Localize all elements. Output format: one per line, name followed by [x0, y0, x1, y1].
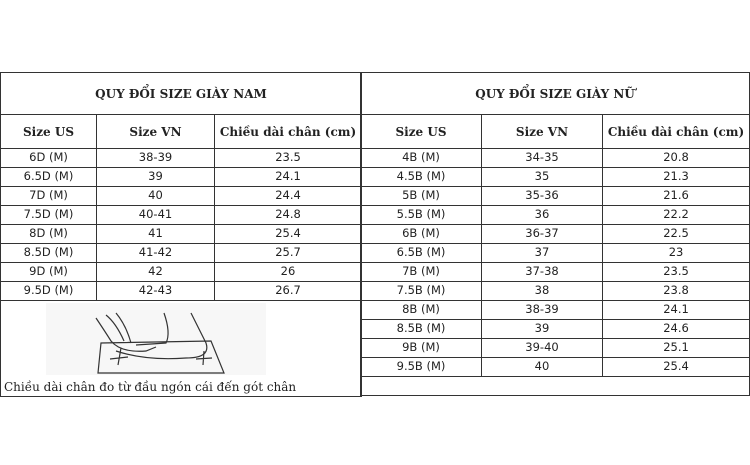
- table-row: 6.5D (M) 39 24.1: [0, 167, 362, 187]
- table-cell: 24.1: [214, 167, 362, 187]
- table-cell: 37: [481, 243, 603, 263]
- foot-measuring-illustration: [46, 303, 266, 375]
- table-cell: 41-42: [96, 243, 215, 263]
- table-cell: 36: [481, 205, 603, 225]
- table-row: 9.5D (M) 42-43 26.7: [0, 281, 362, 301]
- table-cell: 25.7: [214, 243, 362, 263]
- table-cell: 40: [96, 186, 215, 206]
- column-header: Chiều dài chân (cm): [601, 114, 750, 149]
- measurement-note: Chiều dài chân đo từ đầu ngón cái đến gó…: [0, 300, 362, 397]
- table-row: 4B (M) 34-35 20.8: [360, 148, 750, 168]
- table-cell: 9.5B (M): [360, 357, 482, 377]
- table-cell: 39-40: [481, 338, 603, 358]
- table-row: 9B (M) 39-40 25.1: [360, 338, 750, 358]
- table-cell: 40: [481, 357, 603, 377]
- table-row: 9.5B (M) 40 25.4: [360, 357, 750, 377]
- table-cell: 39: [96, 167, 215, 187]
- table-cell: 23.5: [601, 262, 750, 282]
- table-cell: 5.5B (M): [360, 205, 482, 225]
- table-cell: 37-38: [481, 262, 603, 282]
- column-header: Size VN: [481, 114, 603, 149]
- table-cell: 22.2: [601, 205, 750, 225]
- table-cell: 6.5D (M): [0, 167, 97, 187]
- table-cell: 36-37: [481, 224, 603, 244]
- table-cell: 26: [214, 262, 362, 282]
- table-cell: 9.5D (M): [0, 281, 97, 301]
- column-header: Size US: [360, 114, 482, 149]
- table-row: 9D (M) 42 26: [0, 262, 362, 282]
- table-cell: 6D (M): [0, 148, 97, 168]
- table-cell: 23.8: [601, 281, 750, 301]
- table-cell: 25.1: [601, 338, 750, 358]
- table-cell: 8B (M): [360, 300, 482, 320]
- table-cell: 22.5: [601, 224, 750, 244]
- table-row: 4.5B (M) 35 21.3: [360, 167, 750, 187]
- women-table-title: QUY ĐỔI SIZE GIÀY NỮ: [359, 72, 750, 115]
- table-cell: 24.8: [214, 205, 362, 225]
- table-cell: 35-36: [481, 186, 603, 206]
- table-cell: 4B (M): [360, 148, 482, 168]
- table-row: 7.5D (M) 40-41 24.8: [0, 205, 362, 225]
- table-cell: 42: [96, 262, 215, 282]
- table-cell: 6B (M): [360, 224, 482, 244]
- men-size-table: QUY ĐỔI SIZE GIÀY NAM Size US Size VN Chiề…: [0, 72, 362, 397]
- table-row: 8D (M) 41 25.4: [0, 224, 362, 244]
- table-cell: 6.5B (M): [360, 243, 482, 263]
- table-cell: 21.3: [601, 167, 750, 187]
- table-row: 7B (M) 37-38 23.5: [360, 262, 750, 282]
- table-cell: 25.4: [214, 224, 362, 244]
- table-cell: 8.5B (M): [360, 319, 482, 339]
- table-cell: 24.4: [214, 186, 362, 206]
- table-cell: 20.8: [601, 148, 750, 168]
- table-row: 7D (M) 40 24.4: [0, 186, 362, 206]
- table-cell: 34-35: [481, 148, 603, 168]
- table-row: 5B (M) 35-36 21.6: [360, 186, 750, 206]
- column-header: Size US: [0, 114, 97, 149]
- column-header: Chiều dài chân (cm): [214, 114, 362, 149]
- table-cell: 8.5D (M): [0, 243, 97, 263]
- table-cell: 24.1: [601, 300, 750, 320]
- table-cell: 7B (M): [360, 262, 482, 282]
- table-cell: 42-43: [96, 281, 215, 301]
- table-cell: 9B (M): [360, 338, 482, 358]
- table-cell: 21.6: [601, 186, 750, 206]
- table-row: 8B (M) 38-39 24.1: [360, 300, 750, 320]
- measurement-caption: Chiều dài chân đo từ đầu ngón cái đến gó…: [4, 380, 297, 394]
- empty-row: [359, 376, 750, 396]
- table-cell: 7.5B (M): [360, 281, 482, 301]
- table-cell: 9D (M): [0, 262, 97, 282]
- table-cell: 7D (M): [0, 186, 97, 206]
- table-cell: 23.5: [214, 148, 362, 168]
- table-cell: 40-41: [96, 205, 215, 225]
- table-cell: 4.5B (M): [360, 167, 482, 187]
- table-row: 5.5B (M) 36 22.2: [360, 205, 750, 225]
- table-row: 7.5B (M) 38 23.8: [360, 281, 750, 301]
- table-row: 6B (M) 36-37 22.5: [360, 224, 750, 244]
- table-cell: 38-39: [96, 148, 215, 168]
- table-cell: 41: [96, 224, 215, 244]
- column-header: Size VN: [96, 114, 215, 149]
- table-cell: 8D (M): [0, 224, 97, 244]
- table-cell: 5B (M): [360, 186, 482, 206]
- table-cell: 24.6: [601, 319, 750, 339]
- table-cell: 39: [481, 319, 603, 339]
- women-size-table: QUY ĐỔI SIZE GIÀY NỮ Size US Size VN Chiều…: [359, 72, 750, 396]
- table-cell: 35: [481, 167, 603, 187]
- table-cell: 38-39: [481, 300, 603, 320]
- table-cell: 23: [601, 243, 750, 263]
- table-cell: 26.7: [214, 281, 362, 301]
- table-cell: 25.4: [601, 357, 750, 377]
- table-cell: 38: [481, 281, 603, 301]
- table-row: 6.5B (M) 37 23: [360, 243, 750, 263]
- table-cell: 7.5D (M): [0, 205, 97, 225]
- table-row: 8.5D (M) 41-42 25.7: [0, 243, 362, 263]
- men-table-title: QUY ĐỔI SIZE GIÀY NAM: [0, 72, 362, 115]
- table-row: 6D (M) 38-39 23.5: [0, 148, 362, 168]
- table-row: 8.5B (M) 39 24.6: [360, 319, 750, 339]
